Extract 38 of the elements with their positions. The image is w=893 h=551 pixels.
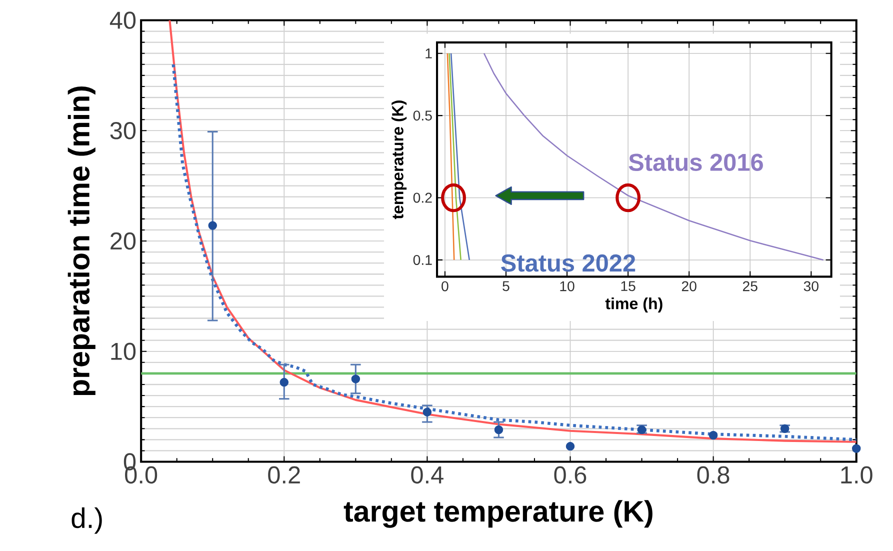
x-tick-label: 0.8	[697, 466, 730, 484]
x-tick-label: 15	[621, 281, 636, 291]
y-tick-label: 30	[110, 122, 136, 140]
x-tick-label: 10	[560, 281, 574, 292]
x-tick-label: 25	[742, 281, 758, 292]
series-label: Status 2022	[501, 254, 636, 272]
point	[494, 425, 504, 434]
line-series	[448, 52, 462, 260]
x-axis-title: target temperature (K)	[344, 500, 652, 528]
x-tick-label: 5	[502, 281, 510, 291]
y-tick-label: 10	[111, 342, 136, 360]
x-tick-label: 0.4	[411, 466, 444, 484]
x-tick-label: 20	[682, 281, 696, 292]
x-tick-label: 1.0	[841, 466, 872, 484]
x-tick-label: 0.6	[554, 466, 586, 484]
line-series	[450, 52, 470, 260]
y-tick-label: 20	[110, 232, 136, 250]
line-series	[446, 52, 455, 260]
point	[422, 408, 432, 416]
point	[852, 444, 861, 453]
series-label: Status 2016	[628, 154, 763, 171]
y-tick-label: 1	[426, 48, 432, 58]
x-axis-title: time (h)	[605, 297, 662, 312]
y-tick-label: 0.1	[413, 254, 432, 265]
x-tick-label: 0	[442, 281, 448, 292]
point	[351, 374, 360, 384]
point	[708, 430, 718, 440]
y-tick-label: 0.2	[413, 192, 432, 203]
point	[280, 378, 289, 386]
y-tick-label: 40	[110, 11, 136, 29]
y-tick-label: 0.5	[413, 110, 432, 120]
x-tick-label: 0.2	[268, 466, 300, 484]
point	[566, 442, 575, 450]
x-tick-label: 30	[804, 281, 818, 292]
text: d.)	[72, 507, 102, 534]
point	[208, 220, 217, 230]
y-axis-title: preparation time (min)	[68, 86, 96, 395]
y-axis-title: temperature (K)	[392, 100, 407, 219]
